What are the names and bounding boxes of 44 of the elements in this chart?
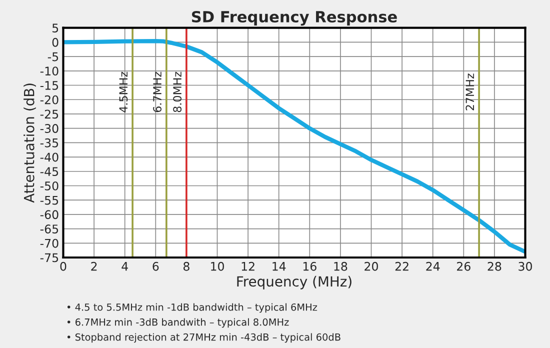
x-tick-label: 20 — [364, 262, 378, 271]
y-tick-label: -50 — [40, 181, 58, 190]
x-tick-label: 18 — [334, 262, 348, 271]
line-series — [63, 38, 526, 254]
y-tick-label: -45 — [40, 167, 58, 176]
x-tick-label: 12 — [242, 262, 254, 271]
y-tick-label: 5 — [52, 24, 58, 32]
y-tick-label: -70 — [40, 238, 58, 248]
ref-line-label: 27MHz — [466, 74, 474, 110]
y-tick-label: -40 — [40, 152, 58, 162]
x-tick-label: 24 — [426, 262, 440, 271]
x-tick-label: 14 — [272, 262, 286, 271]
x-tick-label: 0 — [60, 262, 66, 271]
y-axis-title: Attentuation (dB) — [24, 84, 36, 203]
y-tick-label: -25 — [40, 110, 58, 119]
y-tick-label: -15 — [40, 81, 58, 90]
x-tick-label: 10 — [211, 262, 224, 271]
y-tick-label: -30 — [40, 124, 58, 133]
y-tick-label: -65 — [40, 224, 58, 234]
ref-line-label: 4.5MHz — [119, 72, 128, 112]
x-axis-title: Frequency (MHz) — [237, 276, 352, 290]
x-tick-label: 4 — [122, 262, 128, 271]
y-tick-label: -5 — [48, 52, 58, 62]
x-tick-label: 22 — [395, 262, 408, 271]
text: • Stopband rejection at 27MHz min -43dB – typical 60dB — [67, 333, 340, 343]
y-tick-label: -10 — [40, 66, 58, 76]
y-tick-label: 0 — [52, 38, 58, 47]
x-tick-label: 26 — [457, 262, 470, 271]
x-tick-label: 6 — [152, 262, 159, 271]
y-tick-label: -60 — [40, 210, 58, 220]
x-tick-label: 16 — [303, 262, 316, 271]
text: • 6.7MHz min -3dB bandwith – typical 8.0MHz — [67, 318, 289, 328]
y-tick-label: -35 — [40, 138, 58, 148]
chart-title: SD Frequency Response — [192, 10, 397, 26]
ref-line-label: 6.7MHz — [153, 72, 162, 112]
y-tick-label: -75 — [40, 253, 58, 262]
x-tick-label: 8 — [183, 262, 190, 271]
x-tick-label: 28 — [488, 262, 502, 271]
y-tick-label: -20 — [40, 95, 58, 104]
text: • 4.5 to 5.5MHz min -1dB bandwidth – typical 6MHz — [67, 303, 318, 313]
ref-line-label: 8.0MHz — [173, 72, 182, 112]
x-tick-label: 2 — [91, 262, 97, 271]
y-tick-label: -55 — [40, 196, 58, 205]
x-tick-label: 30 — [518, 262, 532, 271]
